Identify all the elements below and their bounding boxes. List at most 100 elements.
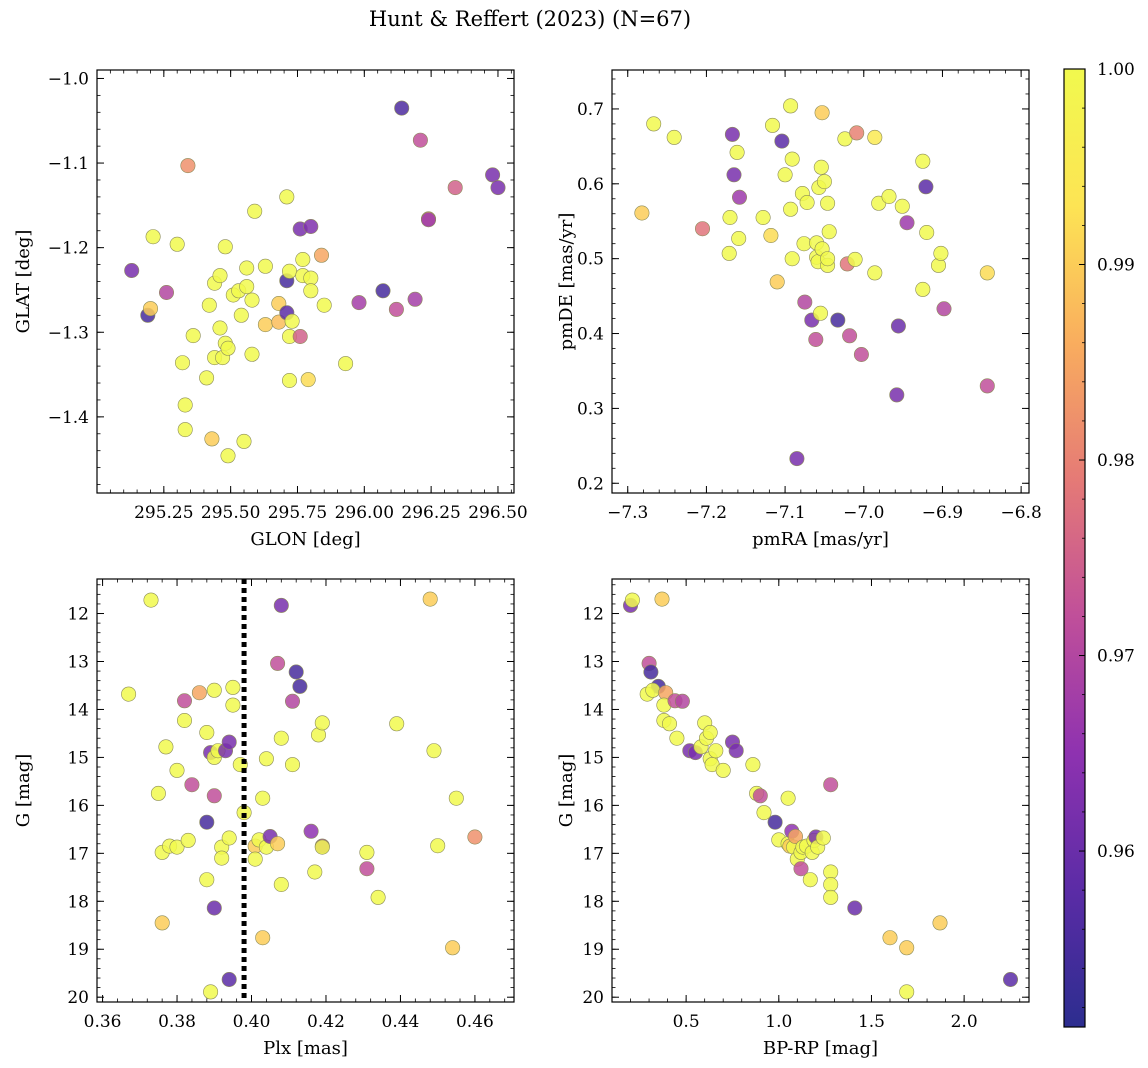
scatter-point (784, 251, 800, 267)
y-tick-label: 15 (582, 748, 604, 768)
scatter-point (645, 682, 661, 698)
colorbar-tick-label: 0.96 (1097, 842, 1135, 862)
scatter-point (430, 838, 446, 854)
x-tick-label: 1.5 (858, 1012, 885, 1032)
axes-frame (611, 69, 1030, 494)
scatter-point (206, 682, 222, 698)
scatter-point (303, 283, 319, 299)
scatter-point (634, 205, 650, 221)
y-tick-label: 18 (67, 892, 89, 912)
scatter-point (814, 105, 830, 121)
scatter-point (729, 144, 745, 160)
scatter-point (763, 228, 779, 244)
scatter-point (199, 370, 215, 386)
scatter-point (802, 872, 818, 888)
scatter-point (375, 283, 391, 299)
scatter-points (622, 591, 1018, 1000)
x-axis: −7.3 −7.2 −7.1 −7.0 −6.9 −6.8 (607, 70, 1042, 523)
scatter-point (731, 189, 747, 205)
x-tick-label: −7.2 (686, 503, 727, 523)
y-tick-label: −1.3 (48, 323, 89, 343)
scatter-point (217, 239, 233, 255)
scatter-point (756, 805, 772, 821)
scatter-point (815, 830, 831, 846)
scatter-point (847, 251, 863, 267)
scatter-point (177, 397, 193, 413)
scatter-point (270, 836, 286, 852)
scatter-point (1002, 971, 1018, 987)
scatter-point (918, 179, 934, 195)
y-tick-label: −1.1 (48, 154, 89, 174)
scatter-point (646, 116, 662, 132)
y-tick-label: 19 (582, 940, 604, 960)
scatter-point (169, 236, 185, 252)
figure-title: Hunt & Reffert (2023) (N=67) (369, 7, 691, 31)
y-tick-label: 15 (67, 748, 89, 768)
scatter-point (915, 153, 931, 169)
scatter-point (797, 294, 813, 310)
scatter-point (422, 591, 438, 607)
scatter-point (185, 328, 201, 344)
y-tick-label: 18 (582, 892, 604, 912)
panel-bprp-g: 0.5 1.0 1.5 2.0 12 13 14 15 16 17 18 19 20 BP-RP [mag… (556, 578, 1030, 1059)
scatter-point (220, 448, 236, 464)
scatter-point (316, 297, 332, 313)
y-tick-label: 13 (582, 652, 604, 672)
y-tick-label: −1.4 (48, 408, 89, 428)
x-tick-label: 0.42 (307, 1012, 345, 1032)
x-tick-label: 0.38 (158, 1012, 196, 1032)
scatter-point (247, 851, 263, 867)
scatter-point (816, 174, 832, 190)
scatter-point (979, 265, 995, 281)
scatter-point (257, 258, 273, 274)
y-axis-label: G [mag] (13, 754, 34, 827)
scatter-point (777, 167, 793, 183)
scatter-point (292, 678, 308, 694)
scatter-point (244, 292, 260, 308)
scatter-point (793, 861, 809, 877)
scatter-point (255, 930, 271, 946)
y-axis-label: G [mag] (556, 754, 577, 827)
scatter-point (303, 270, 319, 286)
scatter-point (221, 971, 237, 987)
x-tick-label: 0.5 (673, 1012, 700, 1032)
scatter-point (351, 295, 367, 311)
scatter-point (787, 828, 803, 844)
scatter-point (199, 814, 215, 830)
scatter-point (890, 318, 906, 334)
scatter-point (643, 664, 659, 680)
scatter-point (796, 236, 812, 252)
y-tick-label: 0.5 (577, 250, 604, 270)
x-tick-label: 296.00 (335, 503, 394, 523)
y-tick-label: −1.0 (48, 69, 89, 89)
x-tick-label: 295.50 (201, 503, 260, 523)
x-tick-label: 0.36 (84, 1012, 122, 1032)
scatter-point (359, 844, 375, 860)
scatter-point (813, 159, 829, 175)
scatter-point (932, 915, 948, 931)
x-tick-label: 296.25 (401, 503, 460, 523)
x-tick-label: −6.8 (1000, 503, 1041, 523)
colorbar-gradient (1063, 68, 1086, 1028)
scatter-point (281, 372, 297, 388)
scatter-point (624, 592, 640, 608)
x-tick-label: 1.0 (765, 1012, 792, 1032)
y-tick-label: 0.6 (577, 175, 604, 195)
scatter-point (388, 301, 404, 317)
scatter-point (225, 679, 241, 695)
scatter-point (203, 984, 219, 1000)
y-tick-label: 14 (67, 700, 89, 720)
scatter-point (303, 219, 319, 235)
scatter-point (204, 431, 220, 447)
scatter-point (143, 592, 159, 608)
y-axis-label: GLAT [deg] (13, 230, 34, 334)
scatter-point (150, 785, 166, 801)
y-tick-label: 19 (67, 940, 89, 960)
scatter-point (447, 180, 463, 196)
colorbar-tick-label: 0.99 (1097, 256, 1135, 276)
scatter-point (780, 790, 796, 806)
scatter-point (847, 900, 863, 916)
y-axis-label: pmDE [mas/yr] (556, 213, 577, 351)
scatter-point (812, 305, 828, 321)
scatter-point (303, 823, 319, 839)
